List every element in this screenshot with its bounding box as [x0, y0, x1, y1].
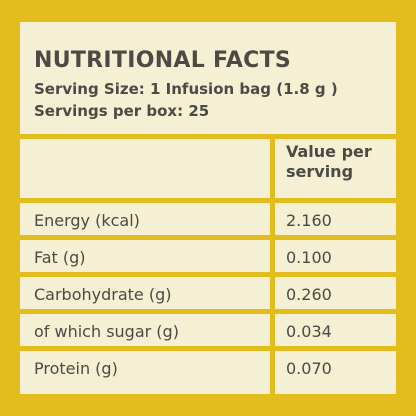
- row-value: 2.160: [286, 211, 332, 230]
- row-value: 0.100: [286, 248, 332, 267]
- table-rule: [20, 235, 396, 240]
- row-label: of which sugar (g): [34, 322, 179, 341]
- table-rule: [20, 346, 396, 351]
- row-label: Energy (kcal): [34, 211, 140, 230]
- title: NUTRITIONAL FACTS: [34, 48, 292, 73]
- row-label: Protein (g): [34, 359, 118, 378]
- row-value: 0.070: [286, 359, 332, 378]
- table-rule: [20, 309, 396, 314]
- table-rule: [20, 198, 396, 203]
- row-label: Fat (g): [34, 248, 86, 267]
- row-value: 0.260: [286, 285, 332, 304]
- row-value: 0.034: [286, 322, 332, 341]
- servings-per-box: Servings per box: 25: [34, 102, 210, 120]
- table-rule: [20, 272, 396, 277]
- column-header: Value per serving: [286, 142, 372, 181]
- table-rule: [20, 134, 396, 139]
- row-label: Carbohydrate (g): [34, 285, 172, 304]
- nutrition-table: Value per serving Energy (kcal) 2.160 Fat …: [20, 134, 396, 394]
- column-divider: [270, 134, 275, 394]
- serving-size: Serving Size: 1 Infusion bag (1.8 g ): [34, 80, 338, 98]
- label-panel: NUTRITIONAL FACTS Serving Size: 1 Infusi…: [20, 22, 396, 394]
